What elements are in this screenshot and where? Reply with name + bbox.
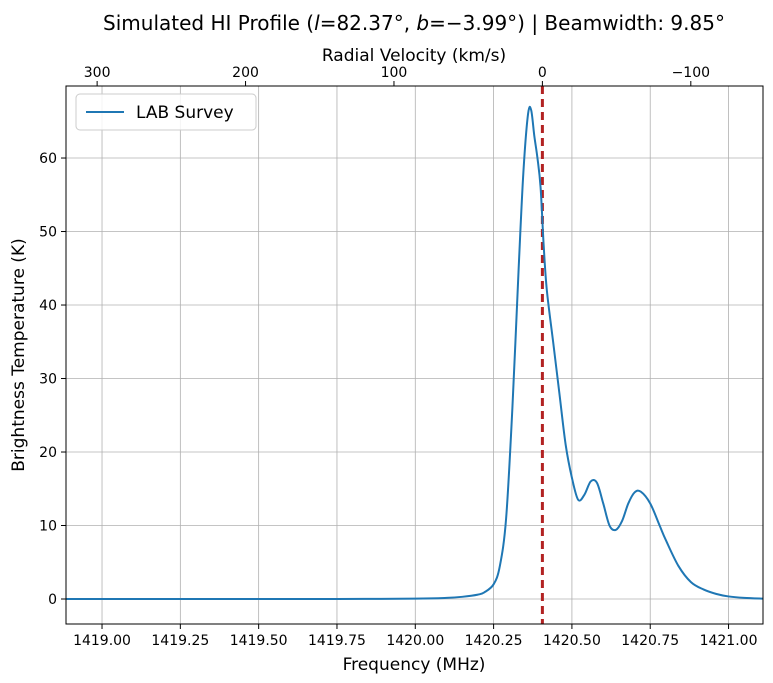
y-axis-title: Brightness Temperature (K) [9, 238, 29, 471]
y-tick-label: 20 [39, 445, 57, 461]
top-axis-title: Radial Velocity (km/s) [322, 46, 506, 66]
y-tick-label: 60 [39, 151, 57, 167]
plot-frame [65, 85, 764, 625]
title-l-value: =82.37°, [320, 11, 417, 35]
top-tick-label: 0 [538, 65, 547, 81]
x-tick-label: 1419.25 [151, 633, 209, 649]
x-tick-label: 1420.00 [386, 633, 444, 649]
y-axis-ticks: 0 10 20 30 40 50 60 [39, 151, 66, 608]
chart-title: Simulated HI Profile (l=82.37°, b=−3.99°… [103, 11, 725, 35]
x-axis-ticks: 1419.00 1419.25 1419.50 1419.75 1420.00 1420.… [73, 624, 757, 649]
x-tick-label: 1421.00 [700, 633, 758, 649]
x-tick-label: 1419.50 [230, 633, 288, 649]
y-tick-label: 30 [39, 372, 57, 388]
top-tick-label: −100 [672, 65, 710, 81]
y-tick-label: 50 [39, 225, 57, 241]
series-line-lab-survey [65, 105, 764, 601]
x-tick-label: 1420.75 [621, 633, 679, 649]
y-tick-label: 40 [39, 298, 57, 314]
title-prefix: Simulated HI Profile ( [103, 11, 314, 35]
top-tick-label: 300 [84, 65, 111, 81]
top-axis-ticks: 300 200 100 0 −100 [84, 65, 710, 86]
title-l-symbol: l [314, 11, 320, 35]
plot-background [66, 86, 763, 624]
legend: LAB Survey [75, 93, 257, 131]
title-b-symbol: b [416, 11, 429, 35]
x-tick-label: 1419.00 [73, 633, 131, 649]
legend-label-lab-survey: LAB Survey [136, 103, 234, 123]
x-tick-label: 1420.50 [543, 633, 601, 649]
x-axis-title: Frequency (MHz) [343, 655, 486, 675]
top-tick-label: 100 [381, 65, 408, 81]
x-tick-label: 1419.75 [308, 633, 366, 649]
y-tick-label: 0 [48, 592, 57, 608]
grid [66, 86, 763, 624]
series-layer [65, 105, 764, 601]
y-tick-label: 10 [39, 519, 57, 535]
x-tick-label: 1420.25 [465, 633, 523, 649]
legend-box [75, 93, 257, 131]
top-tick-label: 200 [232, 65, 259, 81]
title-b-value: =−3.99°) | Beamwidth: 9.85° [429, 11, 725, 35]
